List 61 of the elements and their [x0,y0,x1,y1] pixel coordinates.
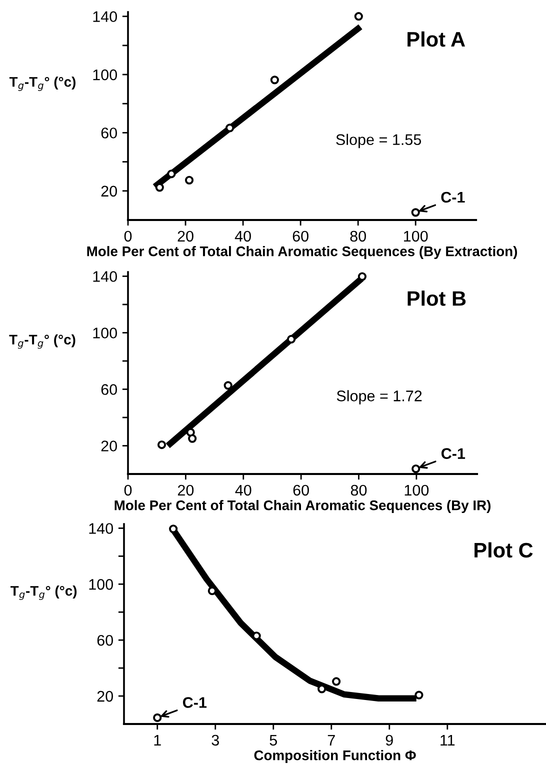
point [412,464,420,474]
x-tick-label: 11 [440,734,455,746]
point [414,690,424,700]
annotation: C-1 [441,192,465,203]
annotation: C-1 [182,697,207,708]
y-tick-label: 20 [97,690,113,702]
point [270,76,279,84]
x-tick-label: 5 [270,734,277,746]
point [332,677,341,686]
point [358,272,367,281]
text: Plot B [408,290,466,306]
point [168,524,178,534]
y-tick-label: 60 [97,634,113,646]
x-tick-label: 40 [235,484,252,496]
x-tick-label: 100 [404,230,428,242]
point [157,440,166,450]
y-tick-label: 140 [93,271,117,282]
x-axis-title: Composition Function Φ [254,750,416,763]
y-tick-label: 100 [89,579,113,590]
x-tick-label: 40 [234,230,251,242]
point [286,334,296,344]
x-tick-label: 3 [212,734,219,746]
y-tick-label: 20 [101,186,117,197]
y-tick-label: 100 [93,69,117,80]
x-tick-label: 20 [178,230,194,242]
y-axis-title: T$_{g}$-T$_{g}$° (°c) [9,334,76,349]
text: Plot C [474,542,533,558]
x-tick-label: 60 [292,230,308,242]
x-tick-label: 0 [124,484,132,496]
x-tick-label: 1 [154,734,161,746]
point [224,381,232,390]
point [167,170,176,178]
y-tick-label: 140 [93,11,117,22]
y-tick-label: 140 [89,523,113,534]
point [226,124,234,132]
y-axis-title: T$_{g}$-T$_{g}$° (°c) [10,586,77,600]
x-tick-label: 80 [350,230,366,242]
point [155,183,164,192]
x-tick-label: 20 [178,484,194,496]
x-axis-title: Mole Per Cent of Total Chain Aromatic Sequences (By Extraction) [87,246,518,259]
x-tick-label: 9 [386,734,393,746]
x-tick-label: 100 [404,484,429,496]
x-tick-label: 7 [328,734,335,746]
point [188,434,197,443]
point [411,208,420,217]
y-tick-label: 20 [101,440,117,452]
annotation: C-1 [441,448,466,459]
point [153,713,162,722]
x-axis-title: Mole Per Cent of Total Chain Aromatic Sequences (By IR) [114,500,491,513]
annotation: Slope = 1.55 [336,134,422,148]
y-tick-label: 60 [101,128,117,138]
x-tick-label: 80 [350,484,367,496]
y-tick-label: 100 [93,328,117,338]
y-tick-label: 60 [101,384,117,395]
text: Plot A [408,31,466,47]
annotation: Slope = 1.72 [336,390,422,404]
y-axis-title: T$_{g}$-T$_{g}$° (°c) [9,76,76,91]
x-tick-label: 60 [293,484,309,496]
point [184,176,194,184]
point [354,12,363,21]
x-tick-label: 0 [124,230,132,242]
